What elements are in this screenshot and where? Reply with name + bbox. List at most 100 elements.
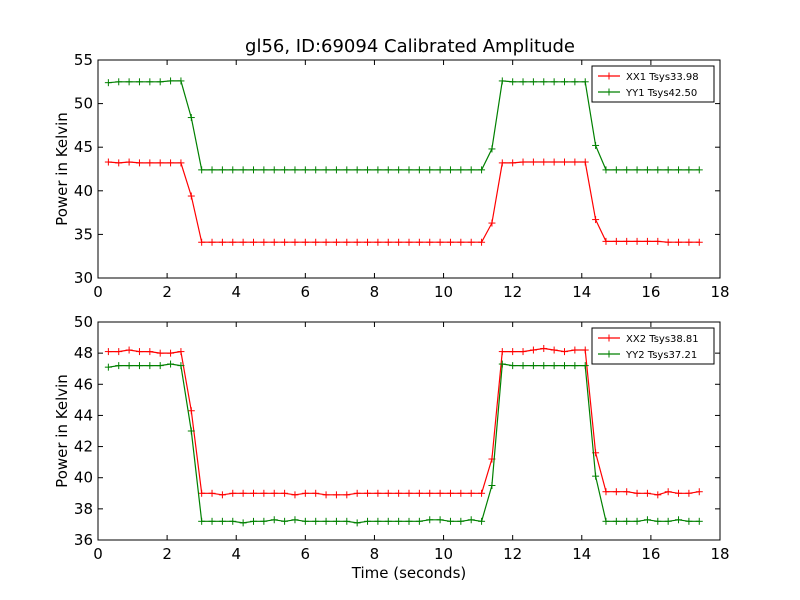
bottom-plot-series-1-point-37 — [488, 482, 496, 489]
bottom-plot-series-1-point-15 — [260, 517, 268, 525]
bottom-plot-xtick-label-0: 0 — [93, 545, 103, 563]
top-plot-series-1-point-50 — [623, 166, 631, 174]
bottom-plot-legend-label-1: YY2 Tsys37.21 — [625, 350, 697, 361]
bottom-plot-series-1-point-34 — [457, 517, 465, 525]
top-plot-series-1-point-45 — [571, 78, 579, 86]
bottom-plot-series-0-point-30 — [415, 489, 423, 497]
top-plot-series-0-point-39 — [509, 159, 517, 167]
top-plot-series-1-point-26 — [374, 166, 382, 174]
bottom-plot-series-0-point-27 — [384, 489, 392, 497]
top-plot-series-1-point-44 — [561, 78, 568, 86]
bottom-plot-ytick-label-0: 36 — [74, 531, 93, 549]
bottom-plot-xlabel: Time (seconds) — [351, 564, 467, 582]
top-plot-series-0-point-26 — [374, 238, 382, 246]
bottom-plot-series-1-point-36 — [478, 517, 486, 525]
top-plot-series-0-point-28 — [395, 238, 403, 246]
bottom-plot-series-0-point-8 — [187, 407, 195, 415]
top-plot-xtick-label-5: 10 — [434, 283, 453, 301]
bottom-plot-legend: XX2 Tsys38.81 YY2 Tsys37.21 — [591, 327, 715, 365]
bottom-plot-series-1-point-12 — [229, 517, 237, 525]
bottom-plot-series-1-line — [108, 363, 700, 524]
bottom-plot-series-1-point-18 — [291, 516, 299, 524]
top-plot-series-1-point-11 — [218, 166, 226, 174]
top-plot-series-1-point-48 — [602, 166, 610, 174]
bottom-plot-series-0-point-10 — [208, 489, 216, 497]
bottom-plot-series-1-point-29 — [405, 517, 413, 525]
bottom-plot-ytick-label-1: 38 — [74, 500, 93, 518]
bottom-plot-xtick-label-6: 12 — [503, 545, 522, 563]
bottom-plot-series-0-point-53 — [654, 491, 662, 499]
bottom-plot-xtick-label-8: 16 — [641, 545, 660, 563]
bottom-plot-series-1-point-19 — [301, 517, 309, 525]
top-plot-frame — [97, 59, 721, 279]
bottom-plot-xtick-label-5: 10 — [434, 545, 453, 563]
top-plot-ytick-label-0: 30 — [74, 269, 93, 287]
top-plot-series-0-point-19 — [301, 238, 309, 246]
top-plot-ytick-label-2: 40 — [74, 182, 93, 200]
bottom-plot-series-1-point-17 — [281, 517, 289, 525]
top-plot-series-0-point-2 — [125, 158, 133, 166]
top-plot-series-1-point-16 — [270, 166, 278, 174]
top-plot-series-0-point-9 — [198, 238, 206, 246]
bottom-plot-series-0-point-3 — [135, 348, 143, 356]
top-plot-series-1-point-7 — [177, 77, 185, 85]
top-plot-series-0-point-42 — [540, 158, 548, 166]
bottom-plot-series-0-point-12 — [229, 489, 237, 497]
bottom-plot-ytick-label-6: 48 — [74, 344, 93, 362]
top-plot-series-0-point-7 — [177, 159, 185, 167]
bottom-plot-series-1-point-11 — [218, 517, 226, 525]
top-plot-series-0-point-22 — [332, 238, 340, 246]
bottom-plot-series-0-point-14 — [250, 489, 257, 497]
top-plot-series-0-point-54 — [664, 238, 672, 246]
top-plot-series-0-point-45 — [571, 158, 579, 166]
top-plot-series-1-point-22 — [332, 166, 340, 174]
top-plot-series-1-point-38 — [498, 77, 506, 85]
top-plot-series-1-point-46 — [581, 78, 589, 86]
bottom-plot-series-1-point-1 — [115, 362, 123, 370]
top-plot-legend-label-1: YY1 Tsys42.50 — [625, 88, 697, 99]
top-plot-series-0-point-27 — [384, 238, 392, 246]
top-plot-series-1-point-17 — [281, 166, 289, 174]
bottom-plot-xtick-label-3: 6 — [301, 545, 311, 563]
top-plot-series-1-point-30 — [415, 166, 423, 174]
bottom-plot-series-1-point-38 — [498, 360, 506, 368]
top-plot-series-1-point-9 — [198, 166, 206, 174]
top-plot-series-1-point-2 — [125, 78, 133, 86]
bottom-plot-series-1-point-54 — [664, 517, 672, 525]
top-plot-series-1-point-40 — [519, 78, 527, 86]
bottom-plot-series-1-point-4 — [146, 362, 154, 370]
bottom-plot-series-0-point-54 — [664, 488, 672, 496]
top-plot-series-1-point-35 — [467, 166, 475, 174]
top-plot-series-1-point-51 — [633, 166, 641, 174]
top-plot-series-1-point-10 — [208, 166, 216, 174]
bottom-plot-series-1-point-23 — [343, 517, 351, 525]
bottom-plot-series-1-point-21 — [322, 517, 330, 525]
bottom-plot-xtick-label-4: 8 — [370, 545, 380, 563]
bottom-plot-series-1-point-56 — [685, 517, 693, 525]
bottom-plot-series-0-point-41 — [529, 346, 537, 354]
top-plot-series-0-point-46 — [581, 158, 589, 166]
bottom-plot-series-0-point-9 — [198, 489, 206, 497]
top-plot-series-0-point-40 — [519, 158, 527, 166]
top-plot-series-0-point-8 — [187, 192, 195, 200]
top-plot-series-1-point-1 — [115, 78, 123, 86]
top-plot-series-1-point-15 — [260, 166, 268, 174]
bottom-plot-series-0-point-33 — [446, 489, 454, 497]
bottom-plot-series-1-point-28 — [395, 517, 403, 525]
top-plot: 0 2 4 6 8 10 12 14 16 18 30 35 40 45 50 55 Power in Kelv… — [53, 51, 730, 301]
bottom-plot-series-0-point-31 — [426, 489, 434, 497]
top-plot-series-1-line — [108, 80, 700, 171]
top-plot-series-1-point-47 — [592, 141, 600, 149]
bottom-plot-series-0-point-57 — [695, 488, 703, 496]
top-plot-series-0-point-53 — [654, 237, 662, 245]
bottom-plot-series-0-point-6 — [167, 349, 175, 357]
bottom-plot-series-1-point-2 — [125, 362, 133, 370]
bottom-plot-series-0-point-40 — [519, 348, 527, 356]
bottom-plot-series-0-point-1 — [115, 348, 123, 356]
top-plot-series-1-point-20 — [312, 166, 320, 174]
top-plot-series-1-point-21 — [322, 166, 330, 174]
bottom-plot-series-1-point-25 — [364, 517, 372, 525]
bottom-plot-series-0-point-42 — [540, 344, 548, 352]
bottom-plot-series-0-point-21 — [322, 491, 330, 499]
